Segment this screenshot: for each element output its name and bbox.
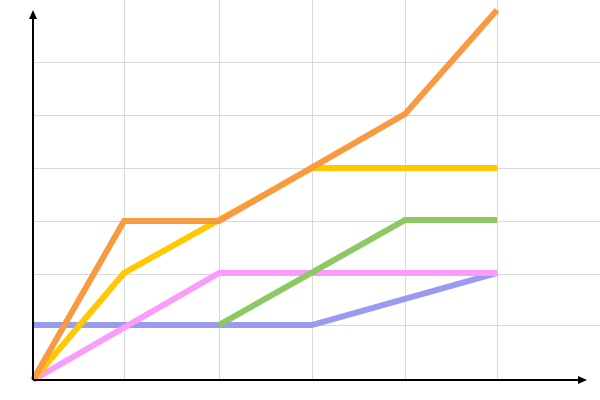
series-line-pink (31, 270, 497, 383)
series-line-green (217, 217, 497, 328)
x-axis-arrow-icon (578, 376, 587, 384)
series-line-orange (30, 8, 500, 382)
y-axis-arrow-icon (29, 10, 37, 19)
series-layer (30, 8, 500, 383)
axes-layer (29, 10, 587, 384)
vertical-gridlines (124, 0, 498, 380)
